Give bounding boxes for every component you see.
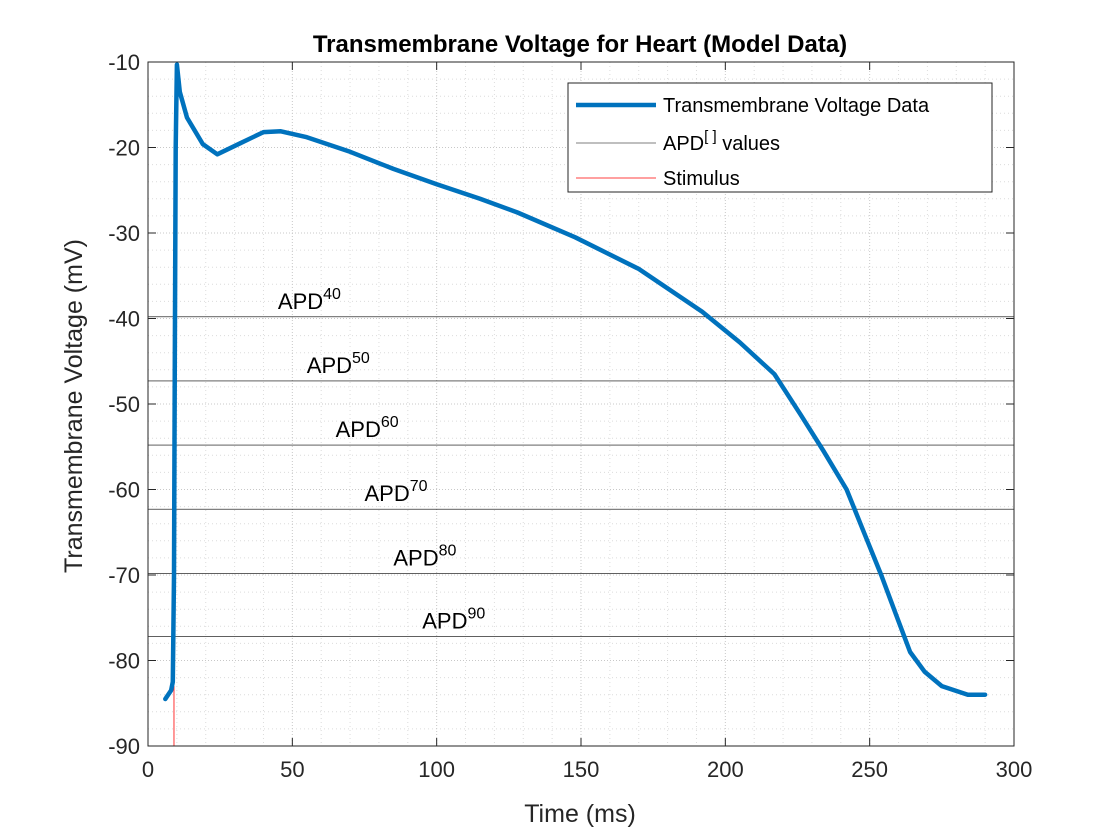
y-tick-label: -20: [108, 136, 140, 161]
x-tick-label: 300: [996, 757, 1033, 782]
legend: Transmembrane Voltage Data APD[ ] values S…: [567, 82, 993, 193]
x-tick-label: 150: [563, 757, 600, 782]
apd-label-superscript: 60: [381, 414, 399, 431]
apd-label-text: APD: [307, 353, 352, 378]
legend-entry-label: APD[ ] values: [663, 128, 780, 155]
apd-label: APD60: [336, 414, 399, 442]
x-tick-label: 0: [142, 757, 154, 782]
y-tick-label: -50: [108, 392, 140, 417]
apd-label-text: APD: [278, 289, 323, 314]
y-tick-label: -60: [108, 478, 140, 503]
apd-label-superscript: 80: [439, 542, 457, 559]
apd-label: APD80: [393, 542, 456, 570]
y-tick-label: -10: [108, 50, 140, 75]
apd-label-text: APD: [422, 609, 467, 634]
voltage-series-line: [163, 62, 988, 702]
legend-entry-text: APD: [663, 133, 704, 155]
y-tick-label: -30: [108, 221, 140, 246]
x-axis-label: Time (ms): [524, 800, 636, 828]
y-tick-label: -80: [108, 649, 140, 674]
apd-label-superscript: 50: [352, 350, 370, 367]
legend-entry-label: Stimulus: [663, 168, 740, 190]
x-tick-label: 200: [707, 757, 744, 782]
chart-title: Transmembrane Voltage for Heart (Model D…: [313, 31, 847, 58]
x-tick-label: 250: [851, 757, 888, 782]
apd-label: APD50: [307, 350, 370, 378]
apd-label-text: APD: [393, 545, 438, 570]
x-tick-label: 100: [418, 757, 455, 782]
apd-label: APD70: [365, 478, 428, 506]
apd-label: APD40: [278, 286, 341, 314]
apd-label-superscript: 40: [323, 286, 341, 303]
axis-ticks: 0 50 100 150 200 250 300 -90 -80 -70 -60 -50 -40 -30 -…: [108, 50, 1032, 782]
legend-entry-text: Stimulus: [663, 168, 740, 190]
legend-entry-text: Transmembrane Voltage Data: [663, 95, 930, 117]
legend-entry-suffix: values: [717, 133, 780, 155]
legend-box: [567, 82, 993, 193]
y-tick-label: -40: [108, 307, 140, 332]
y-tick-label: -90: [108, 734, 140, 759]
y-tick-label: -70: [108, 563, 140, 588]
apd-label-text: APD: [365, 481, 410, 506]
apd-lines: [148, 316, 1014, 637]
apd-label-superscript: 70: [410, 478, 428, 495]
legend-entry-superscript: [ ]: [704, 128, 717, 145]
apd-label-text: APD: [336, 417, 381, 442]
apd-label: APD90: [422, 606, 485, 634]
legend-entry-label: Transmembrane Voltage Data: [663, 95, 930, 117]
apd-label-superscript: 90: [467, 606, 485, 623]
y-axis-label: Transmembrane Voltage (mV): [60, 239, 88, 573]
x-tick-label: 50: [280, 757, 304, 782]
